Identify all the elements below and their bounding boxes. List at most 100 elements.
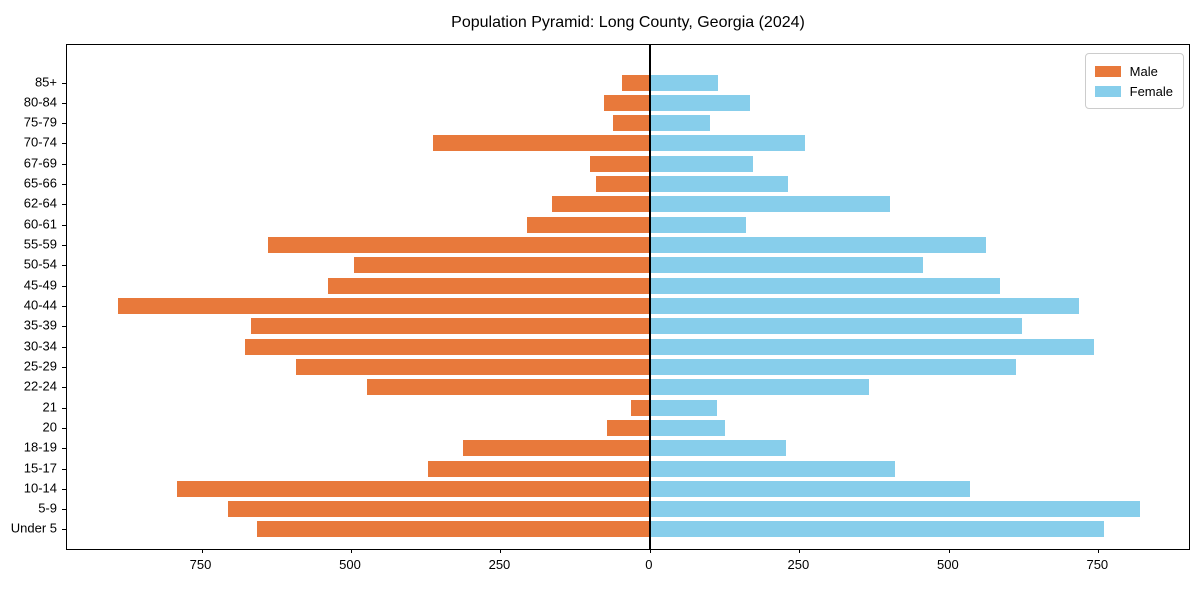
zero-axis-line [649,45,651,549]
x-tick-mark [649,549,651,553]
bar-male-25-29 [295,358,650,375]
bar-male-67-69 [589,155,650,172]
bar-male-65-66 [596,176,650,193]
y-tick-mark [62,366,66,368]
y-tick-mark [62,407,66,409]
y-tick-label-25-29: 25-29 [23,358,57,374]
y-tick-mark [62,143,66,145]
x-tick-mark [1098,549,1100,553]
legend: Male Female [1084,53,1184,109]
chart-title: Population Pyramid: Long County, Georgia… [451,14,805,31]
y-tick-label-10-14: 10-14 [23,480,57,496]
bar-female-20 [649,419,725,436]
y-tick-mark [62,448,66,450]
x-tick-label-250-right: 250 [787,557,810,572]
bar-male-55-59 [268,237,650,254]
x-tick-mark [799,549,801,553]
x-axis-labels: 750 500 250 0 250 500 750 [66,557,1190,575]
bar-female-50-54 [649,257,924,274]
y-tick-mark [62,102,66,104]
legend-male-swatch [1094,65,1121,77]
bar-male-5-9 [227,501,650,518]
legend-item-male: Male [1094,61,1173,81]
bar-male-22-24 [366,379,650,396]
x-tick-mark [201,549,203,553]
bar-male-30-34 [244,338,650,355]
legend-female-label: Female [1129,83,1173,99]
y-tick-mark [62,488,66,490]
bar-female-65-66 [649,176,789,193]
bar-female-62-64 [649,196,890,213]
y-tick-label-67-69: 67-69 [23,155,57,171]
x-tick-mark [500,549,502,553]
x-tick-mark [948,549,950,553]
y-tick-label-62-64: 62-64 [23,195,57,211]
bar-male-10-14 [177,480,650,497]
y-tick-label-70-74: 70-74 [23,134,57,150]
bar-male-40-44 [117,297,650,314]
y-tick-label-5-9: 5-9 [38,500,57,516]
y-tick-mark [62,184,66,186]
bar-male-under-5 [256,521,650,538]
y-tick-mark [62,346,66,348]
y-tick-label-35-39: 35-39 [23,317,57,333]
legend-female-swatch [1094,85,1121,97]
bar-female-22-24 [649,379,870,396]
y-tick-mark [62,123,66,125]
bar-female-5-9 [649,501,1140,518]
bar-male-50-54 [353,257,650,274]
y-tick-label-22-24: 22-24 [23,378,57,394]
y-tick-mark [62,224,66,226]
bar-male-35-39 [251,318,650,335]
bar-female-60-61 [649,216,747,233]
bar-female-45-49 [649,277,1001,294]
bar-female-67-69 [649,155,754,172]
y-tick-label-55-59: 55-59 [23,236,57,252]
bar-male-60-61 [527,216,650,233]
x-tick-label-500-left: 500 [339,557,361,572]
y-tick-mark [62,285,66,287]
y-tick-label-30-34: 30-34 [23,338,57,354]
y-tick-mark [62,163,66,165]
y-tick-mark [62,82,66,84]
y-tick-mark [62,387,66,389]
y-tick-label-21: 21 [42,399,57,415]
bar-male-62-64 [552,196,650,213]
bar-male-80-84 [604,94,650,111]
bar-male-85+ [621,74,650,91]
y-tick-label-60-61: 60-61 [23,216,57,232]
bar-male-20 [607,419,650,436]
bar-female-85+ [649,74,719,91]
y-tick-mark [62,468,66,470]
y-tick-mark [62,427,66,429]
x-tick-label-750-right: 750 [1086,557,1109,572]
legend-item-female: Female [1094,81,1173,101]
y-tick-mark [62,305,66,307]
y-tick-label-18-19: 18-19 [23,439,57,455]
bar-female-21 [649,399,717,416]
bar-male-75-79 [612,115,650,132]
bar-male-21 [631,399,650,416]
y-tick-label-20: 20 [42,419,57,435]
x-tick-label-0-center: 0 [645,557,653,572]
y-tick-mark [62,204,66,206]
bar-female-40-44 [649,297,1080,314]
bar-female-55-59 [649,237,986,254]
y-tick-mark [62,509,66,511]
bar-female-30-34 [649,338,1094,355]
bar-female-70-74 [649,135,805,152]
y-tick-label-65-66: 65-66 [23,175,57,191]
y-tick-label-40-44: 40-44 [23,297,57,313]
x-tick-label-750-left: 750 [189,557,212,572]
bar-male-15-17 [428,460,650,477]
y-tick-mark [62,529,66,531]
plot-area: Male Female [62,44,1190,553]
bar-female-35-39 [649,318,1022,335]
bar-female-18-19 [649,440,786,457]
bar-female-15-17 [649,460,896,477]
x-tick-mark [350,549,352,553]
bar-female-75-79 [649,115,711,132]
bar-female-10-14 [649,480,970,497]
x-tick-label-250-left: 250 [488,557,511,572]
